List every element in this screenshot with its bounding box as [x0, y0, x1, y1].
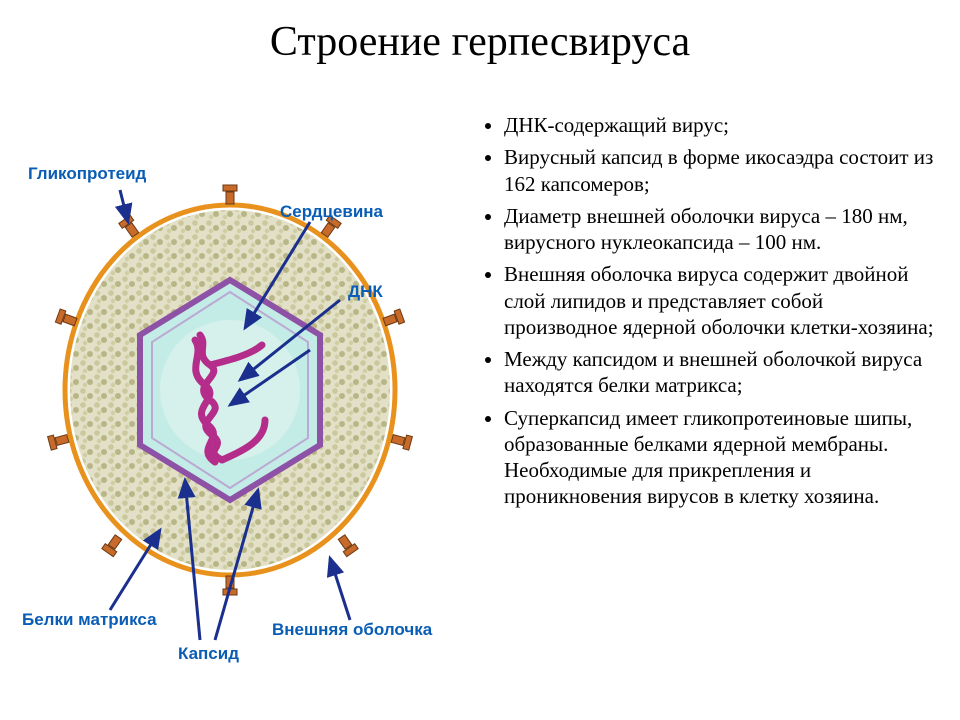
bullet-item: ДНК-содержащий вирус;: [504, 112, 940, 138]
label-capsid: Капсид: [178, 644, 239, 664]
virus-svg: [10, 150, 470, 690]
bullet-item: Внешняя оболочка вируса содержит двойной…: [504, 261, 940, 340]
label-core: Сердцевина: [280, 202, 383, 222]
bullet-item: Суперкапсид имеет гликопротеиновые шипы,…: [504, 405, 940, 510]
label-glycoprotein: Гликопротеид: [28, 164, 146, 184]
arrow-glycoprotein: [120, 190, 128, 222]
page-title: Строение герпесвируса: [0, 18, 960, 66]
bullet-item: Вирусный капсид в форме икосаэдра состои…: [504, 144, 940, 197]
label-dna: ДНК: [348, 282, 383, 302]
bullet-list: ДНК-содержащий вирус; Вирусный капсид в …: [480, 112, 940, 516]
virus-diagram: Гликопротеид Сердцевина ДНК Белки матрик…: [10, 150, 470, 690]
label-envelope: Внешняя оболочка: [272, 620, 432, 640]
label-matrix: Белки матрикса: [22, 610, 157, 630]
core-shape: [160, 320, 300, 460]
slide: Строение герпесвируса ДНК-содержащий вир…: [0, 0, 960, 720]
bullet-item: Диаметр внешней оболочки вируса – 180 нм…: [504, 203, 940, 256]
bullet-item: Между капсидом и внешней оболочкой вирус…: [504, 346, 940, 399]
arrow-envelope: [330, 558, 350, 620]
